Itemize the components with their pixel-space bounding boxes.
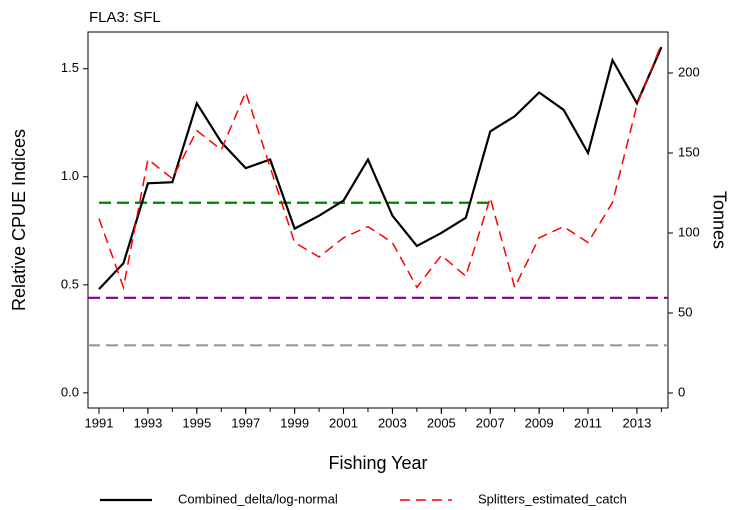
chart-title: FLA3: SFL — [89, 9, 161, 26]
series-line — [98, 46, 663, 290]
y-tick-label: 1.5 — [61, 60, 79, 75]
x-tick-label: 2009 — [525, 415, 554, 430]
x-tick-label: 2011 — [574, 415, 602, 430]
y2-tick-label: 200 — [678, 64, 700, 79]
y2-tick-label: 0 — [678, 384, 685, 399]
y-tick-label: 0.5 — [61, 276, 79, 291]
x-axis-title: Fishing Year — [328, 453, 427, 473]
y2-tick-label: 150 — [678, 144, 700, 159]
x-tick-label: 1993 — [133, 415, 162, 430]
legend-label: Combined_delta/log-normal — [178, 491, 338, 506]
legend-label: Splitters_estimated_catch — [478, 491, 627, 506]
x-tick-label: 2005 — [427, 415, 456, 430]
y-tick-label: 1.0 — [61, 168, 79, 183]
x-tick-label: 1999 — [280, 415, 309, 430]
y-tick-label: 0.0 — [61, 384, 79, 399]
series-line — [98, 43, 663, 291]
x-tick-label: 1991 — [85, 415, 114, 430]
x-tick-label: 1995 — [182, 415, 211, 430]
plot-frame — [87, 31, 669, 409]
x-tick-label: 2007 — [476, 415, 505, 430]
y2-axis-title: Tonnes — [709, 191, 729, 249]
y2-tick-label: 100 — [678, 224, 700, 239]
x-tick-label: 2003 — [378, 415, 407, 430]
y-axis-title: Relative CPUE Indices — [9, 129, 29, 311]
x-tick-label: 2013 — [622, 415, 651, 430]
y2-tick-label: 50 — [678, 304, 692, 319]
x-tick-label: 1997 — [231, 415, 260, 430]
x-tick-label: 2001 — [329, 415, 358, 430]
